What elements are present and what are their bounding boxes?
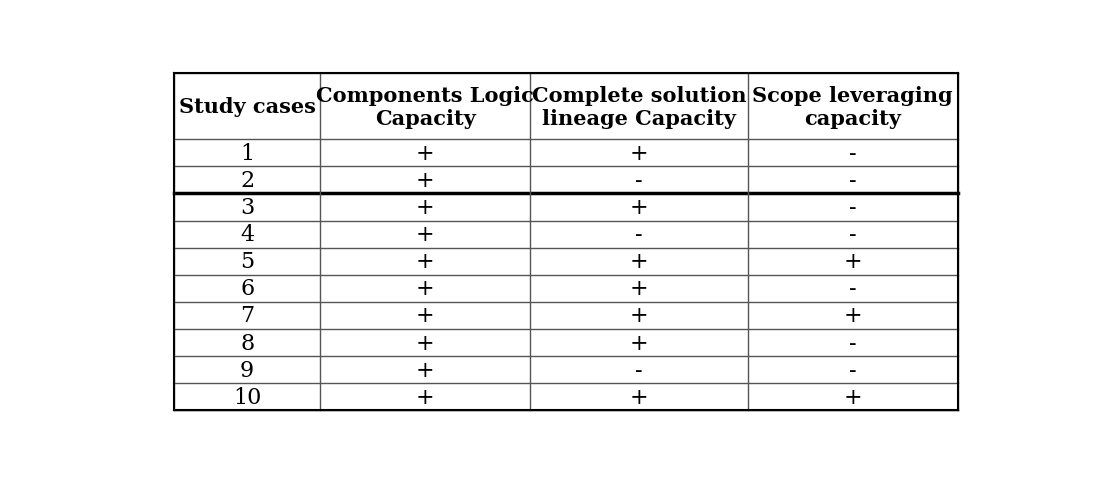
Text: +: + bbox=[629, 143, 648, 164]
Text: +: + bbox=[629, 305, 648, 327]
Text: 7: 7 bbox=[240, 305, 254, 327]
Text: -: - bbox=[635, 224, 643, 246]
Text: +: + bbox=[416, 251, 435, 273]
Text: +: + bbox=[629, 332, 648, 354]
Text: +: + bbox=[629, 251, 648, 273]
Text: Components Logic
Capacity: Components Logic Capacity bbox=[317, 85, 534, 129]
Text: -: - bbox=[849, 332, 857, 354]
Text: 6: 6 bbox=[240, 278, 254, 300]
Text: +: + bbox=[843, 251, 862, 273]
Text: -: - bbox=[849, 224, 857, 246]
Text: +: + bbox=[416, 305, 435, 327]
Text: -: - bbox=[849, 278, 857, 300]
Text: Scope leveraging
capacity: Scope leveraging capacity bbox=[753, 85, 953, 129]
Text: 4: 4 bbox=[240, 224, 254, 246]
Text: -: - bbox=[635, 359, 643, 381]
Text: +: + bbox=[629, 278, 648, 300]
Text: Complete solution
lineage Capacity: Complete solution lineage Capacity bbox=[532, 85, 746, 129]
Text: +: + bbox=[416, 196, 435, 218]
Text: +: + bbox=[843, 386, 862, 408]
Text: +: + bbox=[416, 386, 435, 408]
Text: +: + bbox=[629, 196, 648, 218]
Text: +: + bbox=[416, 143, 435, 164]
Text: -: - bbox=[849, 169, 857, 192]
Text: 10: 10 bbox=[233, 386, 262, 408]
Text: -: - bbox=[849, 196, 857, 218]
Text: +: + bbox=[416, 278, 435, 300]
Text: 1: 1 bbox=[240, 143, 254, 164]
Text: 2: 2 bbox=[240, 169, 254, 192]
Text: +: + bbox=[629, 386, 648, 408]
Text: +: + bbox=[416, 224, 435, 246]
Text: -: - bbox=[849, 359, 857, 381]
Text: 9: 9 bbox=[240, 359, 254, 381]
Text: 3: 3 bbox=[240, 196, 254, 218]
Text: Study cases: Study cases bbox=[179, 97, 316, 117]
Text: 5: 5 bbox=[240, 251, 254, 273]
Text: +: + bbox=[416, 359, 435, 381]
Text: +: + bbox=[416, 169, 435, 192]
Text: -: - bbox=[635, 169, 643, 192]
Text: +: + bbox=[416, 332, 435, 354]
Text: -: - bbox=[849, 143, 857, 164]
Text: 8: 8 bbox=[240, 332, 254, 354]
Text: +: + bbox=[843, 305, 862, 327]
